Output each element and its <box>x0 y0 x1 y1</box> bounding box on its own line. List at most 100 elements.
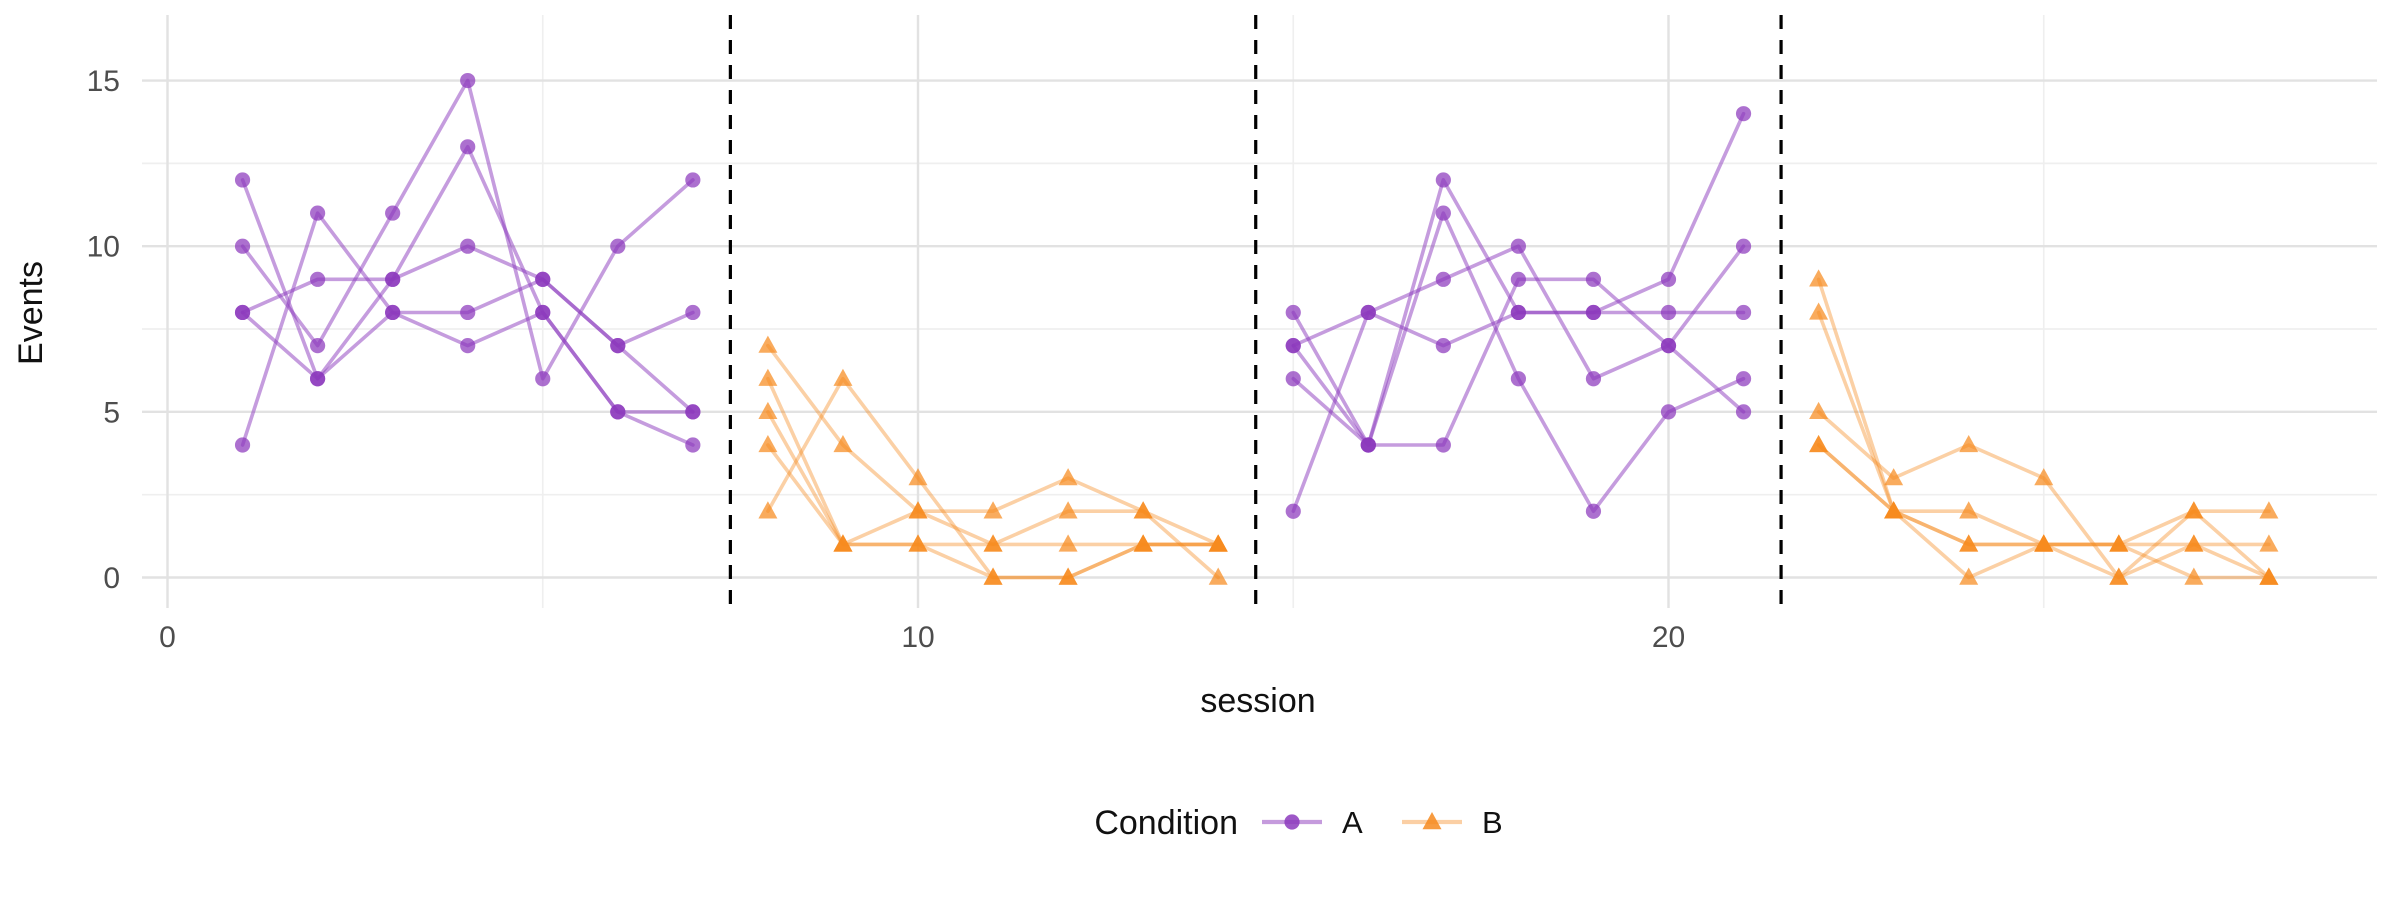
data-point-triangle <box>1058 567 1078 585</box>
data-point-circle <box>385 205 401 221</box>
data-point-circle <box>1510 304 1526 321</box>
data-point-circle <box>1735 371 1752 387</box>
data-point-triangle <box>1959 534 1979 552</box>
axis-layer: session Events 0 5 10 15 0 10 20 <box>12 65 1685 720</box>
data-point-circle <box>460 72 476 89</box>
data-point-circle <box>310 205 326 221</box>
data-point-circle <box>1285 371 1301 387</box>
data-point-triangle <box>833 434 853 453</box>
data-point-circle <box>1585 271 1602 287</box>
data-point-triangle <box>1133 534 1153 552</box>
series-line-a <box>1291 277 1746 447</box>
data-point-circle <box>685 172 701 188</box>
data-point-circle <box>460 337 476 354</box>
x-tick-label: 20 <box>1652 621 1685 654</box>
x-tick-label: 0 <box>159 621 176 654</box>
data-point-triangle <box>1809 302 1829 320</box>
data-point-circle <box>1435 172 1451 188</box>
y-tick-label: 15 <box>87 65 120 98</box>
data-point-circle <box>234 172 251 188</box>
data-point-circle <box>310 371 326 387</box>
data-point-circle <box>1510 371 1526 387</box>
data-point-circle <box>460 139 476 155</box>
data-layer <box>234 72 2279 585</box>
legend: Condition A B <box>1094 804 1502 842</box>
data-point-triangle <box>758 401 778 420</box>
data-point-triangle <box>1884 468 1904 486</box>
data-point-circle <box>610 337 626 354</box>
data-point-circle <box>385 271 401 287</box>
data-point-circle <box>234 304 251 321</box>
series-line-a <box>1291 211 1746 514</box>
data-point-circle <box>1735 304 1752 321</box>
legend-label-b: B <box>1482 805 1503 840</box>
data-point-triangle <box>1208 567 1228 585</box>
data-point-circle <box>1285 304 1301 321</box>
y-tick-label: 10 <box>87 231 120 264</box>
x-axis-title: session <box>1200 682 1315 720</box>
legend-key-triangle-icon <box>1422 812 1442 830</box>
data-point-circle <box>1510 271 1526 287</box>
data-point-triangle <box>1208 534 1228 552</box>
data-point-circle <box>535 271 551 287</box>
legend-title: Condition <box>1094 804 1238 842</box>
data-point-circle <box>385 304 401 321</box>
data-point-triangle <box>1058 501 1078 519</box>
data-point-triangle <box>1884 501 1904 519</box>
y-axis-title: Events <box>12 261 50 365</box>
data-point-circle <box>610 404 626 420</box>
legend-label-a: A <box>1342 805 1363 840</box>
data-point-circle <box>535 371 551 387</box>
data-point-circle <box>460 238 476 254</box>
data-point-triangle <box>1133 501 1153 519</box>
data-point-circle <box>535 304 551 321</box>
legend-key-circle-icon <box>1284 814 1300 830</box>
data-point-triangle <box>1959 434 1979 453</box>
data-point-circle <box>1435 337 1451 354</box>
data-point-circle <box>1660 404 1677 420</box>
data-point-circle <box>1285 503 1301 519</box>
data-point-triangle <box>758 368 778 386</box>
data-point-triangle <box>983 501 1003 519</box>
data-point-triangle <box>833 368 853 386</box>
data-point-circle <box>1585 304 1602 321</box>
data-point-triangle <box>908 501 928 519</box>
data-point-circle <box>1360 304 1376 321</box>
data-point-circle <box>1435 437 1451 453</box>
data-point-triangle <box>1809 434 1829 453</box>
data-point-circle <box>234 437 251 453</box>
data-point-triangle <box>833 534 853 552</box>
data-point-triangle <box>983 567 1003 585</box>
data-point-circle <box>1435 271 1451 287</box>
data-point-circle <box>610 238 626 254</box>
data-point-circle <box>460 304 476 321</box>
data-point-circle <box>310 337 326 354</box>
data-point-triangle <box>2184 501 2204 519</box>
data-point-circle <box>1435 205 1451 221</box>
data-point-circle <box>1735 238 1752 254</box>
data-point-triangle <box>2184 534 2204 552</box>
data-point-circle <box>1660 304 1677 321</box>
data-point-circle <box>234 238 251 254</box>
data-point-triangle <box>758 501 778 519</box>
data-point-triangle <box>2109 534 2129 552</box>
data-point-circle <box>685 437 701 453</box>
data-point-triangle <box>1959 567 1979 585</box>
data-point-triangle <box>1959 501 1979 519</box>
data-point-triangle <box>2259 534 2279 552</box>
data-point-triangle <box>2034 534 2054 552</box>
data-point-triangle <box>2184 567 2204 585</box>
data-point-circle <box>1585 371 1602 387</box>
data-point-circle <box>1510 238 1526 254</box>
y-tick-label: 5 <box>103 396 120 429</box>
series-line-a <box>240 178 695 414</box>
y-tick-label: 0 <box>103 562 120 595</box>
data-point-triangle <box>2109 567 2129 585</box>
data-point-circle <box>1660 271 1677 287</box>
data-point-triangle <box>1058 534 1078 552</box>
data-point-triangle <box>2259 567 2279 585</box>
series-line-a <box>240 78 695 381</box>
data-point-circle <box>1660 337 1677 354</box>
data-point-triangle <box>758 335 778 353</box>
